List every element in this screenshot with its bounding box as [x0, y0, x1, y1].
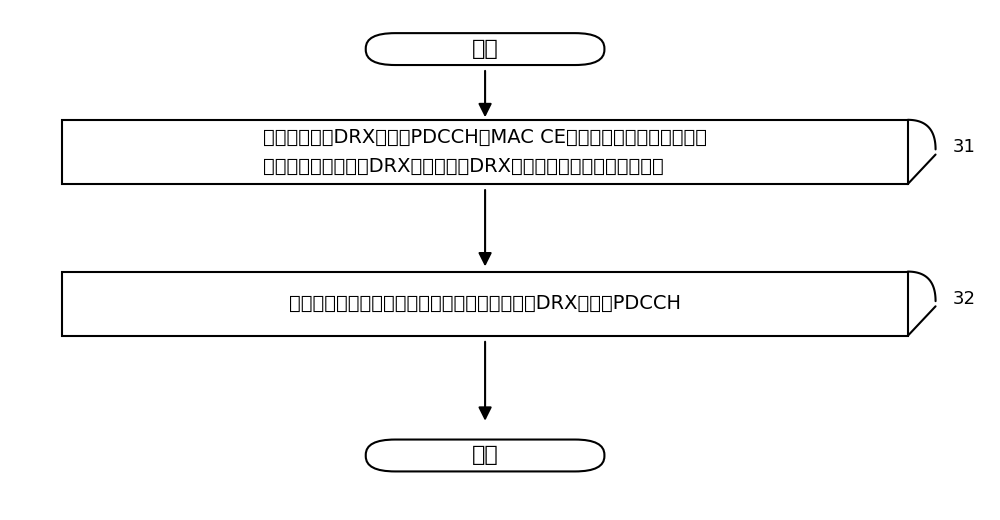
Text: 终端在第一组DRX模式的PDCCH或MAC CE上，接收网络发送的一用于
指示是否针对第二组DRX模式的目标DRX模式进行监听的监听指示消息: 终端在第一组DRX模式的PDCCH或MAC CE上，接收网络发送的一用于 指示是… [263, 128, 707, 176]
FancyBboxPatch shape [366, 33, 604, 65]
FancyBboxPatch shape [366, 439, 604, 472]
Text: 结束: 结束 [472, 446, 498, 465]
Text: 32: 32 [952, 290, 975, 308]
Text: 开始: 开始 [472, 39, 498, 59]
FancyBboxPatch shape [62, 271, 908, 336]
Text: 根据所述监听指示消息，监听或不监听所述目标DRX模式的PDCCH: 根据所述监听指示消息，监听或不监听所述目标DRX模式的PDCCH [289, 294, 681, 313]
FancyBboxPatch shape [62, 120, 908, 184]
Text: 31: 31 [952, 138, 975, 156]
